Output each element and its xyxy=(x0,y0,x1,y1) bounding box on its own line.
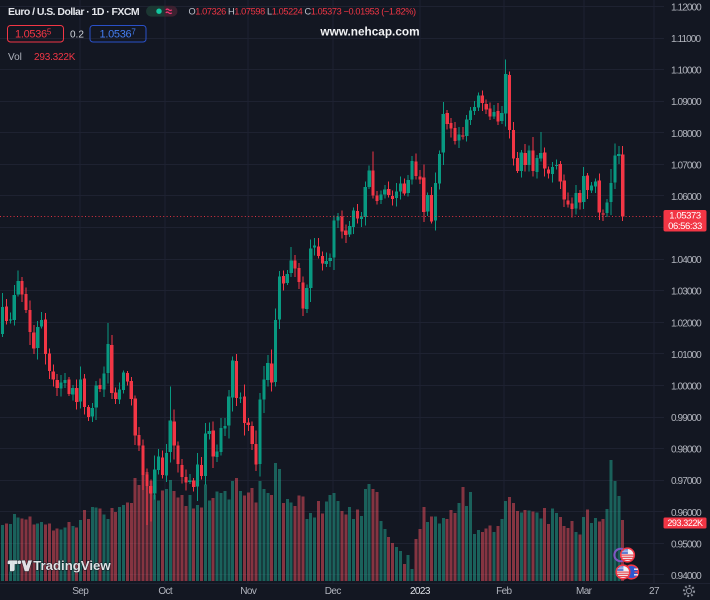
svg-text:1.02000: 1.02000 xyxy=(671,318,702,329)
svg-text:O1.07326 H1.07598 L1.05224 C1.: O1.07326 H1.07598 L1.05224 C1.05373 −0.0… xyxy=(189,7,417,17)
svg-text:1.09000: 1.09000 xyxy=(671,97,702,108)
svg-text:06:56:33: 06:56:33 xyxy=(668,221,702,232)
svg-text:1.01000: 1.01000 xyxy=(671,350,702,361)
svg-text:Euro / U.S. Dollar · 1D · FXCM: Euro / U.S. Dollar · 1D · FXCM xyxy=(8,6,140,18)
svg-text:293.322K: 293.322K xyxy=(667,518,703,528)
svg-text:1.05373: 1.05373 xyxy=(669,211,701,222)
svg-text:2023: 2023 xyxy=(410,586,431,597)
svg-text:Mar: Mar xyxy=(576,586,593,597)
svg-text:Nov: Nov xyxy=(240,586,257,597)
svg-text:Feb: Feb xyxy=(496,586,512,597)
svg-text:1.12000: 1.12000 xyxy=(671,3,702,14)
svg-text:1.03000: 1.03000 xyxy=(671,287,702,298)
svg-text:1.00000: 1.00000 xyxy=(671,382,702,393)
svg-text:0.99000: 0.99000 xyxy=(671,413,702,424)
svg-text:Dec: Dec xyxy=(325,586,342,597)
svg-text:1.06000: 1.06000 xyxy=(671,192,702,203)
svg-text:1.05365: 1.05365 xyxy=(15,28,52,41)
svg-text:TradingView: TradingView xyxy=(33,558,111,573)
svg-text:1.08000: 1.08000 xyxy=(671,129,702,140)
svg-text:www.nehcap.com: www.nehcap.com xyxy=(319,25,419,39)
svg-text:0.95000: 0.95000 xyxy=(671,539,702,550)
svg-text:293.322K: 293.322K xyxy=(34,52,76,63)
svg-text:1.10000: 1.10000 xyxy=(671,66,702,77)
svg-text:0.97000: 0.97000 xyxy=(671,476,702,487)
svg-text:1.04000: 1.04000 xyxy=(671,255,702,266)
svg-text:1.07000: 1.07000 xyxy=(671,160,702,171)
svg-text:27: 27 xyxy=(649,586,660,597)
svg-text:1.05367: 1.05367 xyxy=(100,28,137,41)
svg-text:0.96000: 0.96000 xyxy=(671,508,702,519)
svg-text:Vol: Vol xyxy=(8,52,22,63)
svg-text:0.2: 0.2 xyxy=(70,30,84,41)
svg-text:Oct: Oct xyxy=(158,586,173,597)
svg-text:Sep: Sep xyxy=(72,586,89,597)
svg-text:0.98000: 0.98000 xyxy=(671,445,702,456)
svg-text:0.94000: 0.94000 xyxy=(671,571,702,582)
svg-text:1.11000: 1.11000 xyxy=(671,34,701,45)
